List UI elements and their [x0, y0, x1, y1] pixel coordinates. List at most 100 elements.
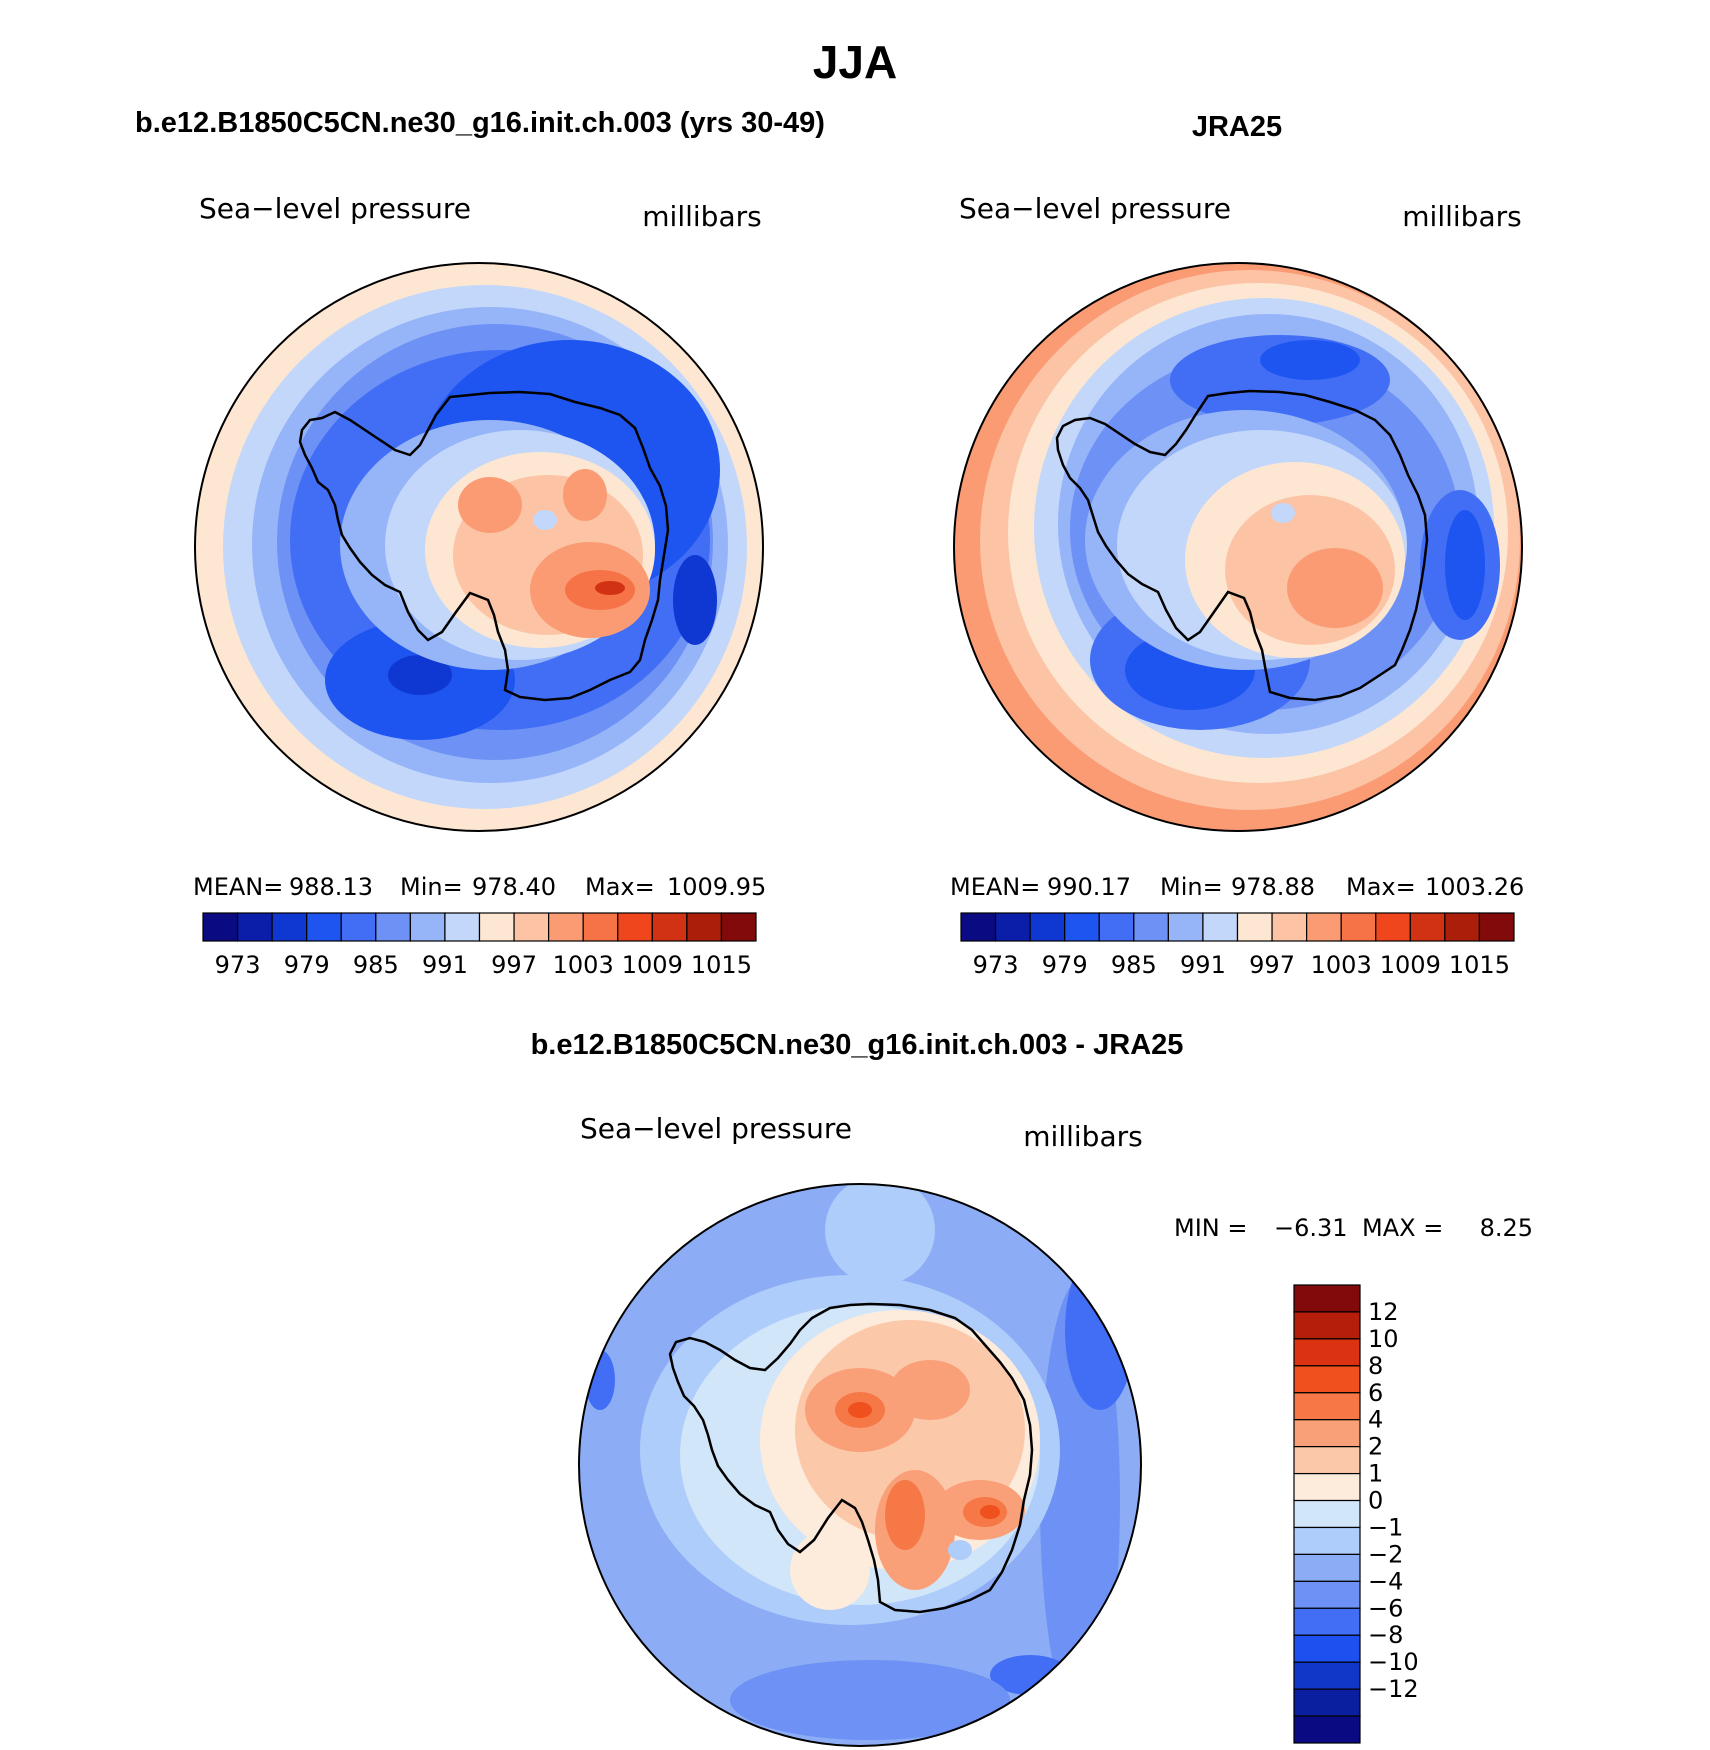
- panel-title-observations: JRA25: [1192, 111, 1282, 143]
- colorbar-swatch: [202, 912, 239, 942]
- colorbar-tick-label: −1: [1368, 1513, 1403, 1541]
- contour-band: [1287, 548, 1383, 628]
- colorbar-tick-label: 997: [491, 951, 537, 979]
- colorbar-swatch: [617, 912, 653, 942]
- contour-band: [890, 1360, 970, 1420]
- map-difference: [579, 1184, 1141, 1746]
- panel-title-model: b.e12.B1850C5CN.ne30_g16.init.ch.003 (yr…: [135, 107, 825, 139]
- panel-observations: JRA25 Sea−level pressure millibars: [950, 111, 1524, 979]
- colorbar-swatch: [1293, 1553, 1361, 1582]
- contour-band: [388, 655, 452, 695]
- panel-title-difference: b.e12.B1850C5CN.ne30_g16.init.ch.003 - J…: [531, 1029, 1184, 1061]
- colorbar-swatch: [1293, 1607, 1361, 1636]
- stat-mean-value: 988.13: [289, 873, 373, 901]
- contour-band: [458, 477, 522, 533]
- map-observations: [954, 263, 1522, 831]
- colorbar-tick-label: −12: [1368, 1675, 1419, 1703]
- colorbar-swatch: [1293, 1580, 1361, 1609]
- colorbar-swatch: [1444, 912, 1481, 942]
- colorbar-swatch: [1098, 912, 1135, 942]
- stat-min-value: −6.31: [1274, 1214, 1348, 1242]
- colorbar-tick-label: 2: [1368, 1433, 1383, 1461]
- colorbar-model: 973 979 985 991 997 1003 1009 1015: [202, 912, 757, 979]
- right-label-model: millibars: [642, 200, 761, 233]
- colorbar-tick-label: 979: [1042, 951, 1088, 979]
- contour-band: [1445, 510, 1485, 620]
- colorbar-swatch: [478, 912, 515, 942]
- colorbar-swatch: [271, 912, 308, 942]
- panel-model: b.e12.B1850C5CN.ne30_g16.init.ch.003 (yr…: [135, 107, 825, 979]
- colorbar-tick-label: 8: [1368, 1352, 1383, 1380]
- stat-min-label: Min=: [1160, 873, 1223, 901]
- colorbar-swatch: [1064, 912, 1100, 942]
- colorbar-tick-label: 6: [1368, 1379, 1383, 1407]
- colorbar-swatch: [1306, 912, 1342, 942]
- colorbar-swatch: [1293, 1634, 1361, 1663]
- colorbar-tick-label: 991: [1180, 951, 1226, 979]
- colorbar-swatch: [1293, 1499, 1361, 1529]
- contour-band: [825, 1184, 935, 1285]
- colorbar-swatch: [1167, 912, 1204, 942]
- colorbar-swatch: [1293, 1526, 1361, 1556]
- colorbar-swatch: [1293, 1661, 1361, 1690]
- stat-max-value: 1009.95: [667, 873, 766, 901]
- stats-observations: MEAN= 990.17 Min= 978.88 Max= 1003.26: [950, 873, 1524, 901]
- colorbar-tick-label: 1015: [1449, 951, 1510, 979]
- contour-band: [533, 510, 557, 530]
- colorbar-swatch: [1340, 912, 1377, 942]
- map-observations-border: [953, 262, 1523, 832]
- contour-band: [790, 1530, 870, 1610]
- contour-band: [1260, 340, 1360, 380]
- colorbar-observations: 973 979 985 991 997 1003 1009 1015: [960, 912, 1515, 979]
- colorbar-tick-label: 991: [422, 951, 468, 979]
- colorbar-swatch: [409, 912, 446, 942]
- colorbar-swatch: [1375, 912, 1411, 942]
- colorbar-swatch: [582, 912, 619, 942]
- colorbar-swatch: [994, 912, 1031, 942]
- colorbar-swatch: [1293, 1284, 1361, 1313]
- left-label-difference: Sea−level pressure: [580, 1112, 852, 1145]
- colorbar-tick-label: 973: [973, 951, 1019, 979]
- stat-min-value: 978.88: [1231, 873, 1315, 901]
- colorbar-swatch: [686, 912, 723, 942]
- right-label-observations: millibars: [1402, 200, 1521, 233]
- right-label-difference: millibars: [1023, 1120, 1142, 1153]
- contour-band: [730, 1660, 1010, 1740]
- colorbar-swatch: [548, 912, 584, 942]
- colorbar-swatch: [1202, 912, 1239, 942]
- colorbar-swatch: [1409, 912, 1446, 942]
- colorbar-tick-label: 1: [1368, 1460, 1383, 1488]
- contour-band: [595, 581, 625, 595]
- colorbar-tick-label: 1009: [622, 951, 683, 979]
- colorbar-tick-label: −8: [1368, 1621, 1403, 1649]
- colorbar-tick-label: 985: [353, 951, 399, 979]
- stat-max-label: MAX =: [1362, 1214, 1443, 1242]
- colorbar-swatch: [306, 912, 342, 942]
- colorbar-tick-label: 1015: [691, 951, 752, 979]
- stat-mean-value: 990.17: [1047, 873, 1131, 901]
- colorbar-swatch: [1271, 912, 1308, 942]
- colorbar-swatch: [1293, 1365, 1361, 1394]
- figure-title: JJA: [813, 36, 897, 88]
- contour-band: [980, 1505, 1000, 1519]
- colorbar-tick-label: 1009: [1380, 951, 1441, 979]
- colorbar-swatch: [1293, 1419, 1361, 1448]
- stat-max-label: Max=: [585, 873, 655, 901]
- colorbar-tick-label: 0: [1368, 1487, 1383, 1515]
- stats-difference: MIN = −6.31 MAX = 8.25: [1174, 1214, 1533, 1242]
- colorbar-tick-label: −4: [1368, 1567, 1403, 1595]
- colorbar-swatch: [513, 912, 550, 942]
- colorbar-tick-label: −10: [1368, 1648, 1419, 1676]
- colorbar-tick-label: 4: [1368, 1406, 1383, 1434]
- colorbar-swatch: [1478, 912, 1515, 942]
- stat-min-label: MIN =: [1174, 1214, 1247, 1242]
- colorbar-swatch: [236, 912, 273, 942]
- colorbar-tick-label: 979: [284, 951, 330, 979]
- stat-max-value: 1003.26: [1425, 873, 1524, 901]
- colorbar-swatch: [340, 912, 377, 942]
- colorbar-swatch: [1293, 1338, 1361, 1367]
- colorbar-swatch: [960, 912, 997, 942]
- colorbar-swatch: [375, 912, 411, 942]
- colorbar-tick-label: 1003: [1311, 951, 1372, 979]
